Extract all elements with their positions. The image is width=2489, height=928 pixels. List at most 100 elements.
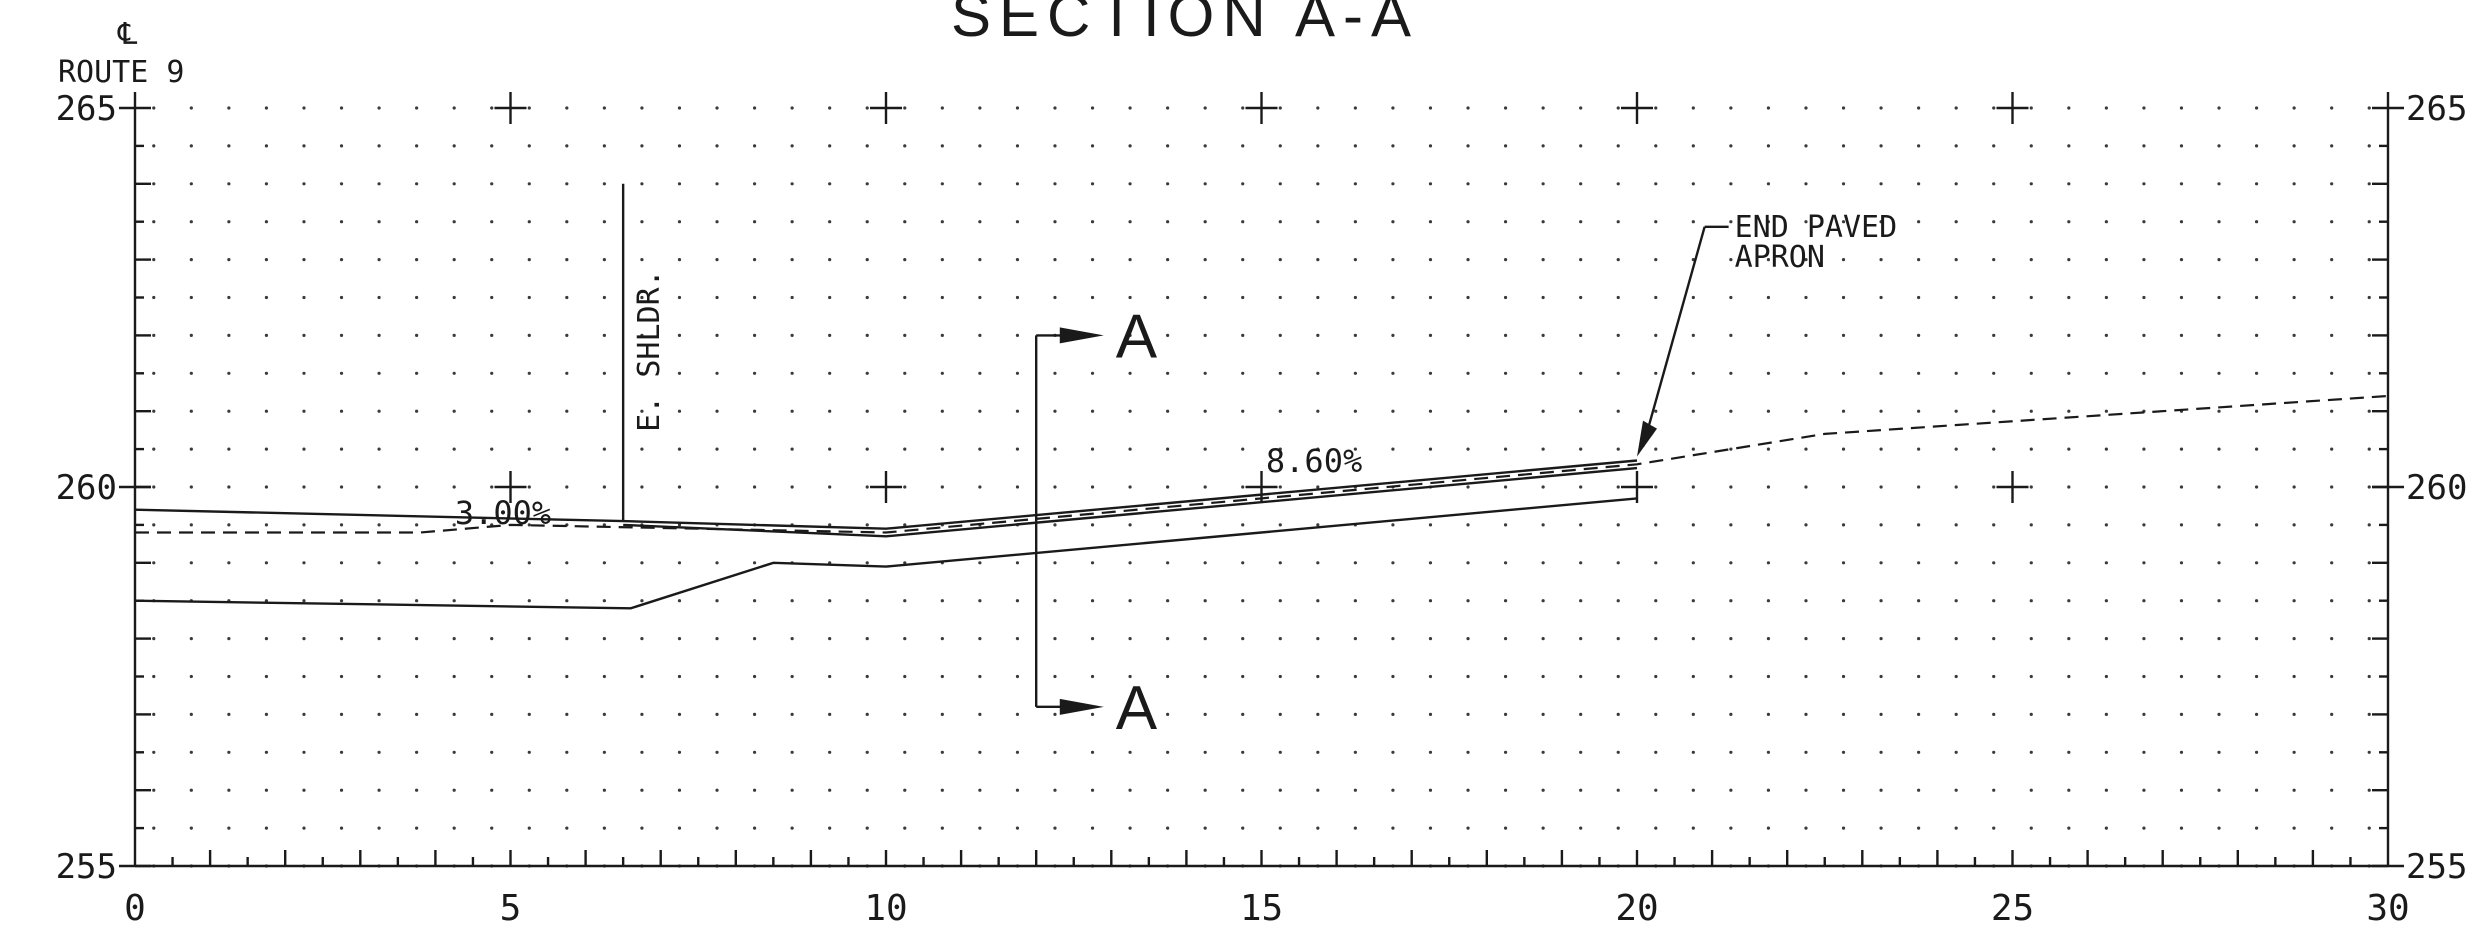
grid-dot xyxy=(1053,371,1057,375)
grid-dot xyxy=(1654,788,1658,792)
grid-dot xyxy=(415,826,419,830)
grid-dot xyxy=(565,788,569,792)
grid-dot xyxy=(264,485,269,489)
grid-dot xyxy=(828,106,832,110)
grid-dot xyxy=(452,561,456,565)
grid-dot xyxy=(903,220,907,224)
grid-dot xyxy=(1917,182,1921,186)
grid-dot xyxy=(452,788,456,792)
grid-dot xyxy=(602,258,606,262)
grid-dot xyxy=(677,485,682,489)
grid-dot xyxy=(828,144,832,148)
grid-dot xyxy=(1316,295,1320,300)
grid-dot xyxy=(1954,826,1958,830)
grid-dot xyxy=(2067,295,2071,300)
grid-dot xyxy=(1128,333,1132,337)
grid-dot xyxy=(1278,220,1282,224)
grid-dot xyxy=(452,447,456,451)
grid-dot xyxy=(1128,447,1132,451)
grid-dot xyxy=(1203,258,1207,262)
grid-dot xyxy=(1166,637,1170,641)
grid-dot xyxy=(1616,220,1620,224)
grid-dot xyxy=(377,220,381,224)
grid-dot xyxy=(978,750,982,754)
grid-dot xyxy=(490,144,494,148)
grid-dot xyxy=(490,371,494,375)
grid-dot xyxy=(1503,826,1508,830)
grid-dot xyxy=(602,371,606,375)
grid-dot xyxy=(1128,523,1132,527)
section-cut-arrowhead xyxy=(1059,698,1104,715)
grid-dot xyxy=(565,561,569,565)
grid-dot xyxy=(2254,788,2259,792)
grid-dot xyxy=(940,182,944,186)
grid-dot xyxy=(828,826,832,830)
grid-dot xyxy=(302,750,306,754)
grid-dot xyxy=(1766,447,1771,451)
grid-dot xyxy=(1015,750,1020,754)
grid-dot xyxy=(1466,523,1470,527)
grid-dot xyxy=(339,220,344,224)
grid-dot xyxy=(1241,788,1245,792)
profile-line xyxy=(134,459,1638,530)
grid-dot xyxy=(1654,144,1658,148)
grid-dot xyxy=(1053,485,1057,489)
grid-dot xyxy=(1879,182,1883,186)
grid-dot xyxy=(490,258,494,262)
grid-dot xyxy=(828,788,832,792)
grid-dot xyxy=(2330,106,2334,110)
grid-dot xyxy=(1954,712,1958,717)
grid-dot xyxy=(2067,523,2071,527)
grid-dot xyxy=(1278,485,1282,489)
grid-dot xyxy=(1391,637,1395,641)
grid-dot xyxy=(2067,106,2071,110)
grid-dot xyxy=(1128,485,1132,489)
grid-dot xyxy=(978,561,982,565)
grid-dot xyxy=(1503,447,1508,451)
grid-dot xyxy=(377,144,381,148)
grid-dot xyxy=(1278,599,1282,603)
grid-dot xyxy=(1128,106,1132,110)
grid-dot xyxy=(1654,599,1658,603)
grid-dot xyxy=(377,788,381,792)
grid-dot xyxy=(1278,144,1282,148)
grid-dot xyxy=(1729,182,1733,186)
grid-dot xyxy=(677,295,682,300)
grid-dot xyxy=(1579,599,1583,603)
grid-dot xyxy=(2330,712,2334,717)
grid-dot xyxy=(677,447,682,451)
grid-dot xyxy=(865,561,869,565)
grid-dot xyxy=(452,750,456,754)
grid-dot xyxy=(978,826,982,830)
grid-dot xyxy=(339,295,344,300)
grid-dot xyxy=(2179,712,2184,717)
grid-dot xyxy=(752,144,757,148)
grid-dot xyxy=(1992,144,1996,148)
grid-dot xyxy=(2029,447,2033,451)
grid-dot xyxy=(527,371,531,375)
grid-dot xyxy=(565,220,569,224)
grid-dot xyxy=(1391,674,1395,679)
grid-dot xyxy=(2179,826,2184,830)
grid-dot xyxy=(752,599,757,603)
grid-dot xyxy=(1917,826,1921,830)
grid-dot xyxy=(1053,220,1057,224)
grid-dot xyxy=(264,144,269,148)
grid-dot xyxy=(490,333,494,337)
grid-dot xyxy=(1015,106,1020,110)
grid-dot xyxy=(2292,750,2296,754)
grid-dot xyxy=(152,674,156,679)
grid-dot xyxy=(790,750,794,754)
grid-dot xyxy=(2217,220,2221,224)
grid-dot xyxy=(1879,750,1883,754)
grid-dot xyxy=(640,447,644,451)
grid-dot xyxy=(2217,750,2221,754)
grid-dot xyxy=(527,750,531,754)
grid-dot xyxy=(1992,523,1996,527)
grid-dot xyxy=(302,561,306,565)
grid-dot xyxy=(940,712,944,717)
grid-dot xyxy=(1804,523,1808,527)
grid-dot xyxy=(1316,144,1320,148)
grid-dot xyxy=(903,674,907,679)
